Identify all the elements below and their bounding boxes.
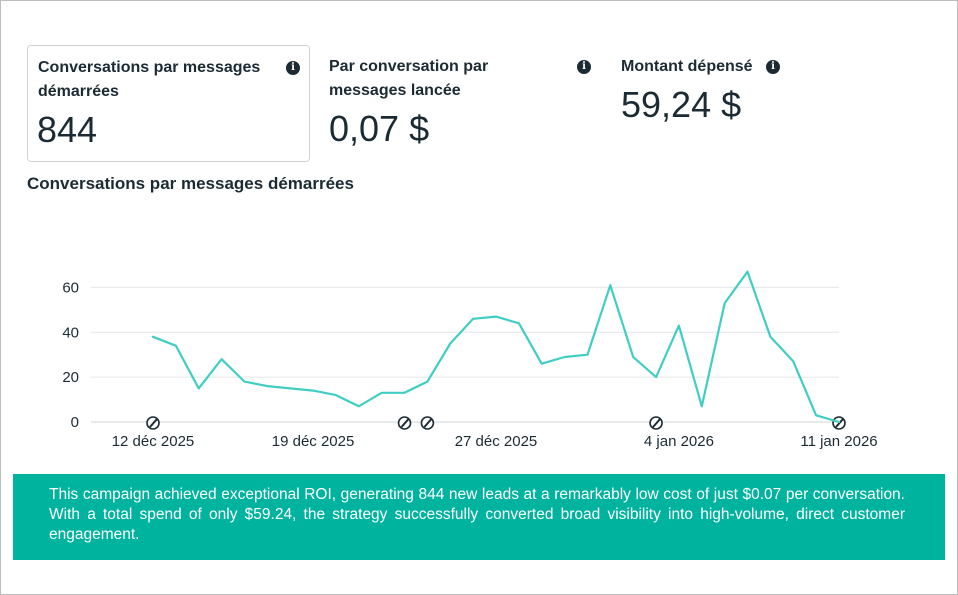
- chart-title: Conversations par messages démarrées: [27, 174, 354, 193]
- metric-label: Par conversation par messages lancée: [329, 58, 489, 99]
- info-icon[interactable]: i: [766, 60, 780, 74]
- metric-value: 59,24 $: [621, 84, 742, 125]
- edit-marker-stroke: [652, 418, 661, 428]
- y-tick-label: 40: [62, 324, 79, 341]
- info-icon[interactable]: i: [286, 61, 300, 75]
- metric-card-conversations[interactable]: Conversations par messages démarrées i 8…: [27, 45, 310, 162]
- edit-marker-stroke: [400, 418, 410, 428]
- edit-marker-icon: [649, 416, 663, 430]
- summary-banner: This campaign achieved exceptional ROI, …: [13, 474, 945, 560]
- y-tick-label: 0: [71, 414, 79, 431]
- x-tick-label: 19 déc 2025: [272, 433, 355, 450]
- y-tick-label: 60: [62, 279, 79, 296]
- metric-card-cost-per-conversation[interactable]: Par conversation par messages lancée i 0…: [319, 45, 599, 162]
- y-tick-label: 20: [62, 369, 79, 386]
- x-tick-label: 27 déc 2025: [455, 433, 538, 450]
- info-icon[interactable]: i: [577, 60, 591, 74]
- x-tick-label: 11 jan 2026: [800, 433, 877, 450]
- edit-marker-stroke: [835, 418, 844, 428]
- line-chart: 0 20 40 60 12 déc 2025 19 déc 2025 27 déc 2025…: [62, 270, 878, 450]
- metric-value: 0,07 $: [329, 108, 430, 149]
- metric-label: Montant dépensé: [621, 58, 753, 75]
- edit-marker-icon: [397, 416, 412, 430]
- metric-label: Conversations par messages démarrées: [38, 59, 261, 100]
- x-tick-label: 12 déc 2025: [112, 433, 195, 450]
- metric-card-amount-spent[interactable]: Montant dépensé i 59,24 $: [611, 45, 911, 162]
- x-tick-label: 4 jan 2026: [644, 433, 714, 450]
- edit-marker-icon: [146, 416, 160, 430]
- edit-marker-icon: [420, 416, 435, 430]
- edit-marker-stroke: [149, 418, 158, 428]
- metric-value: 844: [37, 109, 98, 150]
- edit-marker-stroke: [423, 418, 433, 428]
- series-line: [151, 270, 841, 424]
- summary-text: This campaign achieved exceptional ROI, …: [49, 486, 905, 543]
